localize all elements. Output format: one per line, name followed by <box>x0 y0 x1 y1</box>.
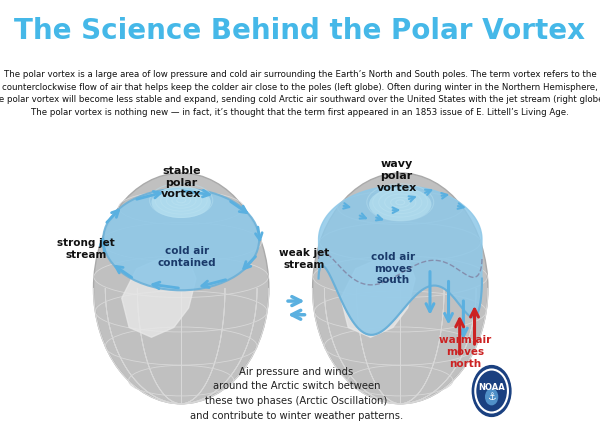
Text: stable
polar
vortex: stable polar vortex <box>161 166 201 199</box>
Text: NOAA: NOAA <box>478 383 505 391</box>
Circle shape <box>472 365 511 417</box>
Text: Air pressure and winds
around the Arctic switch between
these two phases (Arctic: Air pressure and winds around the Arctic… <box>190 367 403 421</box>
Text: The polar vortex is a large area of low pressure and cold air surrounding the Ea: The polar vortex is a large area of low … <box>0 71 600 117</box>
Text: The Science Behind the Polar Vortex: The Science Behind the Polar Vortex <box>14 17 586 45</box>
Text: warm air
moves
north: warm air moves north <box>439 335 492 368</box>
Polygon shape <box>341 259 415 337</box>
Ellipse shape <box>151 187 211 218</box>
Text: strong jet
stream: strong jet stream <box>57 239 115 260</box>
Polygon shape <box>122 259 196 337</box>
Text: weak jet
stream: weak jet stream <box>278 248 329 270</box>
Polygon shape <box>319 186 482 335</box>
Ellipse shape <box>313 173 488 404</box>
Text: ⚓: ⚓ <box>487 392 496 402</box>
Text: wavy
polar
vortex: wavy polar vortex <box>376 159 416 193</box>
Ellipse shape <box>369 187 431 221</box>
Ellipse shape <box>103 189 259 290</box>
Circle shape <box>485 389 497 405</box>
Ellipse shape <box>94 173 269 404</box>
Text: cold air
moves
south: cold air moves south <box>371 252 415 285</box>
Text: cold air
contained: cold air contained <box>158 246 217 268</box>
